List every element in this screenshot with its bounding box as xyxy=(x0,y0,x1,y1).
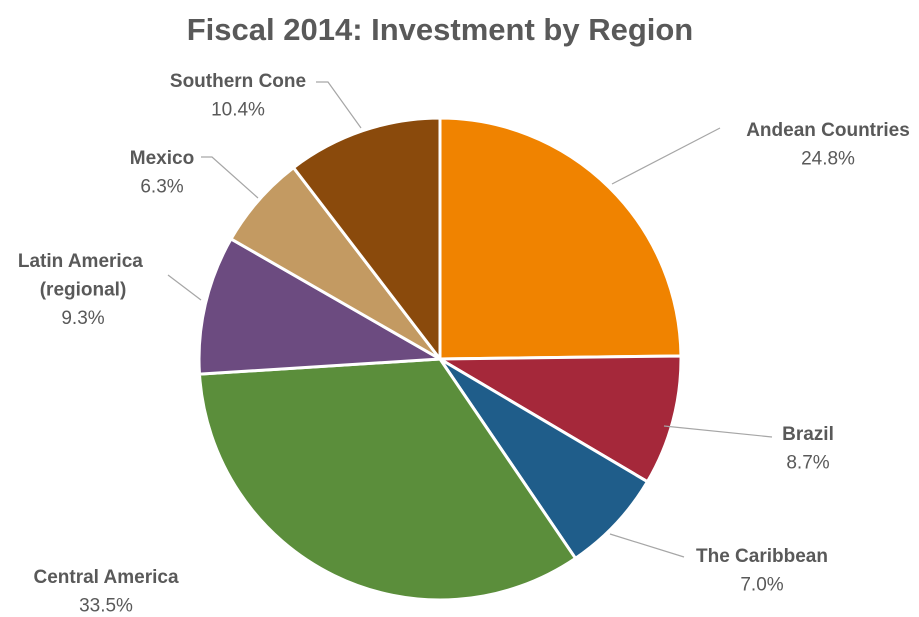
leader-line-andean-countries xyxy=(611,127,721,185)
category-label-brazil: Brazil xyxy=(782,424,834,445)
category-label-latin-america-regional: Latin America (regional) xyxy=(18,251,148,301)
category-label-central-america: Central America xyxy=(33,567,178,588)
leader-line-latin-america-regional xyxy=(167,274,202,301)
pie-slice-andean-countries xyxy=(438,116,683,361)
value-label-brazil: 8.7% xyxy=(786,453,829,474)
leader-lines xyxy=(167,81,773,558)
chart-title: Fiscal 2014: Investment by Region xyxy=(187,12,694,47)
pie-slice-the-caribbean xyxy=(438,357,649,560)
value-label-latin-america-regional: 9.3% xyxy=(61,308,104,329)
leader-line-southern-cone xyxy=(316,81,362,129)
value-label-mexico: 6.3% xyxy=(140,177,183,198)
leader-line-the-caribbean xyxy=(609,533,685,558)
value-label-the-caribbean: 7.0% xyxy=(740,575,783,596)
category-label-mexico: Mexico xyxy=(130,148,194,169)
pie-slice-central-america xyxy=(197,357,577,602)
value-label-southern-cone: 10.4% xyxy=(211,100,265,121)
pie-slice-brazil xyxy=(438,354,683,484)
category-label-the-caribbean: The Caribbean xyxy=(696,546,828,567)
leader-line-brazil xyxy=(663,425,773,438)
category-label-southern-cone: Southern Cone xyxy=(170,71,306,92)
data-labels: Andean Countries 24.8% Brazil 8.7% The Carib… xyxy=(18,71,910,617)
category-label-andean-countries: Andean Countries xyxy=(746,120,910,141)
category-label-line: Latin America xyxy=(18,251,148,272)
pie-slices xyxy=(197,116,683,602)
leader-line-mexico xyxy=(201,156,259,199)
value-label-andean-countries: 24.8% xyxy=(801,149,855,170)
pie-slice-latin-america-regional xyxy=(197,237,442,376)
value-label-central-america: 33.5% xyxy=(79,596,133,617)
pie-slice-southern-cone xyxy=(291,116,442,361)
category-label-line: (regional) xyxy=(40,280,127,301)
